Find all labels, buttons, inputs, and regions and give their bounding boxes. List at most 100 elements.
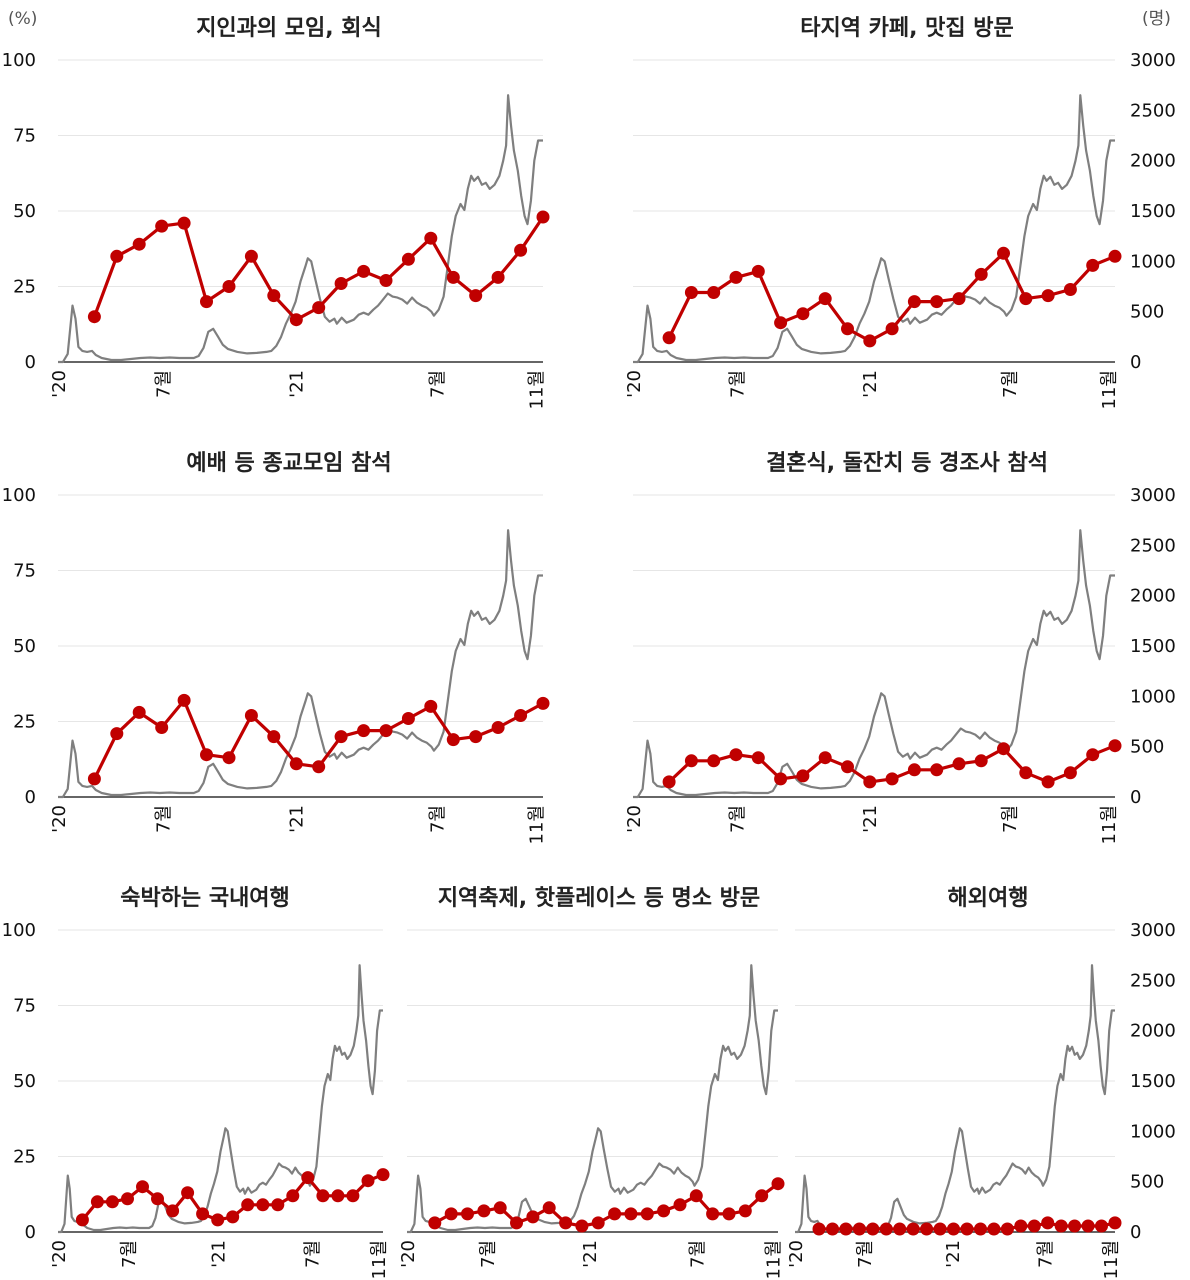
participation-point <box>1041 1216 1055 1230</box>
participation-point <box>244 249 258 263</box>
x-tick-label: '21 <box>208 1240 229 1268</box>
participation-point <box>818 292 832 306</box>
participation-point <box>361 1174 375 1188</box>
y-right-tick-label: 1500 <box>1130 201 1176 222</box>
chart-title: 해외여행 <box>948 886 1029 911</box>
participation-point <box>738 1204 752 1218</box>
participation-point <box>536 696 550 710</box>
y-right-tick-label: 2500 <box>1130 100 1176 121</box>
participation-point <box>446 270 460 284</box>
participation-point <box>461 1207 474 1221</box>
participation-point <box>241 1198 255 1212</box>
participation-point <box>166 1204 180 1218</box>
participation-point <box>755 1189 769 1203</box>
participation-point <box>796 769 810 783</box>
participation-point <box>155 219 169 233</box>
participation-point <box>491 721 505 734</box>
participation-point <box>774 772 788 786</box>
y-right-tick-label: 2500 <box>1130 535 1176 556</box>
participation-point <box>608 1207 622 1221</box>
chart-title: 타지역 카페, 맛집 방문 <box>800 16 1014 41</box>
x-tick-label: '20 <box>398 1240 419 1268</box>
y-left-tick-label: 75 <box>13 561 36 582</box>
y-right-tick-label: 2000 <box>1130 1021 1176 1042</box>
x-tick-label: 7월 <box>303 1240 324 1268</box>
participation-point <box>707 286 721 299</box>
participation-point <box>839 1222 853 1236</box>
participation-point <box>879 1222 893 1236</box>
participation-point <box>542 1201 556 1215</box>
y-right-tick-label: 0 <box>1130 787 1141 808</box>
participation-point <box>706 1207 720 1221</box>
y-right-tick-label: 0 <box>1130 352 1141 373</box>
participation-point <box>357 264 371 278</box>
participation-point <box>151 1192 164 1206</box>
participation-point <box>997 246 1010 260</box>
participation-point <box>469 289 483 303</box>
participation-point <box>110 727 124 741</box>
x-tick-label: 11월 <box>1101 1240 1122 1279</box>
participation-point <box>379 724 393 738</box>
y-left-tick-label: 50 <box>13 1071 36 1092</box>
participation-point <box>751 751 765 765</box>
y-right-tick-label: 500 <box>1130 1172 1164 1193</box>
y-left-tick-label: 75 <box>13 126 36 147</box>
y-right-tick-label: 2500 <box>1130 970 1176 991</box>
y-left-tick-label: 100 <box>2 485 36 506</box>
y-left-tick-label: 100 <box>2 920 36 941</box>
participation-point <box>689 1189 703 1203</box>
chart-panel-6: 지역축제, 핫플레이스 등 명소 방문 '20 7월 '21 7월 11월 <box>398 886 785 1279</box>
cases-line <box>58 529 543 799</box>
participation-point <box>906 1222 920 1236</box>
x-tick-label: 11월 <box>1099 370 1120 409</box>
x-tick-label: 11월 <box>527 805 548 844</box>
chart-title: 결혼식, 돌잔치 등 경조사 참석 <box>766 451 1048 476</box>
participation-point <box>729 748 743 762</box>
y-left-unit: (%) <box>8 9 37 29</box>
participation-point <box>1000 1222 1014 1236</box>
participation-point <box>289 757 303 771</box>
participation-point <box>812 1222 826 1236</box>
participation-point <box>624 1207 638 1221</box>
participation-point <box>222 280 236 293</box>
participation-point <box>477 1204 491 1218</box>
participation-point <box>256 1198 270 1212</box>
participation-point <box>893 1222 907 1236</box>
y-right-tick-label: 3000 <box>1130 50 1176 71</box>
participation-point <box>1081 1219 1095 1233</box>
y-left-tick-label: 25 <box>13 277 36 298</box>
participation-point <box>376 1168 390 1182</box>
participation-point <box>301 1171 315 1185</box>
participation-point <box>930 295 944 309</box>
cases-line <box>633 529 1115 799</box>
participation-point <box>428 1216 442 1230</box>
participation-point <box>226 1210 240 1224</box>
participation-point <box>536 210 550 224</box>
chart-panel-1: 지인과의 모임, 회식 100 75 50 25 0 (%) '20 7월 '21 7월 11월 <box>2 9 550 409</box>
participation-point <box>974 754 988 768</box>
participation-point <box>312 760 326 774</box>
participation-point <box>1086 258 1100 272</box>
x-tick-label: 7월 <box>153 805 174 833</box>
participation-point <box>401 712 415 725</box>
x-tick-label: '21 <box>860 370 881 398</box>
x-tick-label: 11월 <box>763 1240 784 1279</box>
participation-point <box>1086 748 1100 762</box>
participation-point <box>267 289 281 303</box>
x-tick-label: '21 <box>860 805 881 833</box>
participation-point <box>200 748 213 762</box>
participation-point <box>1027 1219 1041 1233</box>
x-tick-label: 7월 <box>427 370 448 398</box>
participation-point <box>841 760 854 774</box>
chart-title: 예배 등 종교모임 참석 <box>186 451 391 476</box>
participation-point <box>866 1222 880 1236</box>
chart-panel-3: 예배 등 종교모임 참석 100 75 50 25 0 '20 7월 '21 7월 11월 <box>2 451 550 844</box>
participation-point <box>640 1207 654 1221</box>
y-right-tick-label: 1000 <box>1130 1121 1176 1142</box>
participation-point <box>510 1216 523 1230</box>
x-tick-label: 7월 <box>728 370 749 398</box>
participation-point <box>952 292 966 306</box>
participation-point <box>331 1189 345 1203</box>
y-left-tick-label: 25 <box>13 1147 36 1168</box>
